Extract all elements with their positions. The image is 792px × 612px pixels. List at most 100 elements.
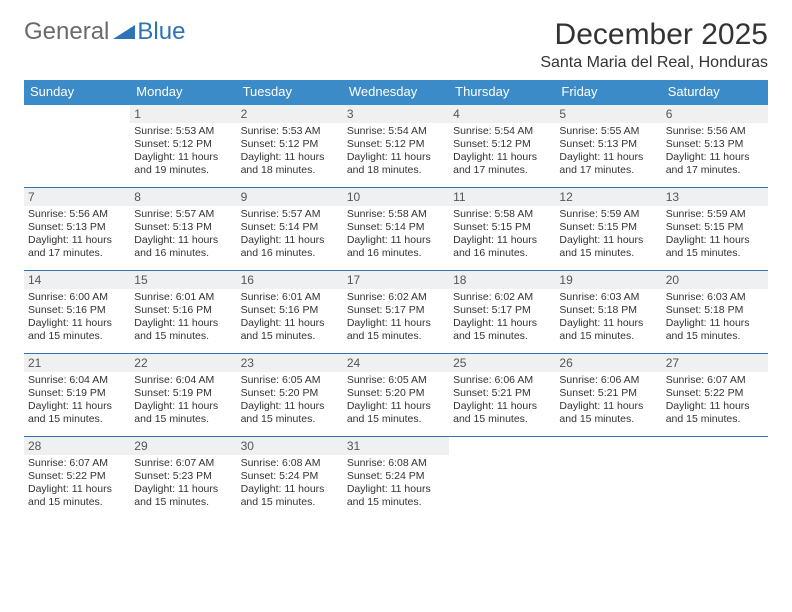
daylight-text: Daylight: 11 hours and 17 minutes. xyxy=(28,234,126,260)
daylight-text: Daylight: 11 hours and 15 minutes. xyxy=(134,400,232,426)
sunrise-text: Sunrise: 6:03 AM xyxy=(666,291,764,304)
sunset-text: Sunset: 5:22 PM xyxy=(28,470,126,483)
sunset-text: Sunset: 5:21 PM xyxy=(559,387,657,400)
day-cell: 29 Sunrise: 6:07 AMSunset: 5:23 PMDayligh… xyxy=(130,437,236,519)
sunset-text: Sunset: 5:23 PM xyxy=(134,470,232,483)
day-cell: 25Sunrise: 6:06 AMSunset: 5:21 PMDayligh… xyxy=(449,354,555,436)
day-info: Sunrise: 6:08 AMSunset: 5:24 PMDaylight:… xyxy=(347,457,445,510)
sunrise-text: Sunrise: 6:05 AM xyxy=(347,374,445,387)
sunrise-text: Sunrise: 5:53 AM xyxy=(241,125,339,138)
day-info: Sunrise: 6:07 AMSunset: 5:23 PMDaylight:… xyxy=(134,457,232,510)
day-cell: 19 Sunrise: 6:03 AMSunset: 5:18 PMDayligh… xyxy=(555,271,661,353)
daylight-text: Daylight: 11 hours and 15 minutes. xyxy=(559,400,657,426)
daylight-text: Daylight: 11 hours and 16 minutes. xyxy=(453,234,551,260)
weekday-header-row: Sunday Monday Tuesday Wednesday Thursday… xyxy=(24,80,768,105)
daylight-text: Daylight: 11 hours and 15 minutes. xyxy=(666,400,764,426)
calendar-page: General Blue December 2025 Santa Maria d… xyxy=(0,0,792,612)
day-info: Sunrise: 6:03 AMSunset: 5:18 PMDaylight:… xyxy=(559,291,657,344)
day-info: Sunrise: 5:58 AMSunset: 5:14 PMDaylight:… xyxy=(347,208,445,261)
sunset-text: Sunset: 5:18 PM xyxy=(666,304,764,317)
daylight-text: Daylight: 11 hours and 15 minutes. xyxy=(559,234,657,260)
sunrise-text: Sunrise: 5:55 AM xyxy=(559,125,657,138)
sunset-text: Sunset: 5:16 PM xyxy=(28,304,126,317)
sunset-text: Sunset: 5:15 PM xyxy=(559,221,657,234)
day-cell: 9Sunrise: 5:57 AMSunset: 5:14 PMDaylight… xyxy=(237,188,343,270)
sunrise-text: Sunrise: 6:07 AM xyxy=(28,457,126,470)
header-bar: General Blue December 2025 Santa Maria d… xyxy=(24,18,768,72)
sunrise-text: Sunrise: 5:58 AM xyxy=(347,208,445,221)
daylight-text: Daylight: 11 hours and 15 minutes. xyxy=(134,483,232,509)
day-number: 15 xyxy=(130,271,236,289)
daylight-text: Daylight: 11 hours and 15 minutes. xyxy=(666,317,764,343)
sunrise-text: Sunrise: 5:57 AM xyxy=(241,208,339,221)
title-block: December 2025 Santa Maria del Real, Hond… xyxy=(540,18,768,72)
sunset-text: Sunset: 5:18 PM xyxy=(559,304,657,317)
day-number: 4 xyxy=(449,105,555,123)
week-row: 28Sunrise: 6:07 AMSunset: 5:22 PMDayligh… xyxy=(24,437,768,519)
daylight-text: Daylight: 11 hours and 15 minutes. xyxy=(453,317,551,343)
day-number: 20 xyxy=(662,271,768,289)
day-number: 16 xyxy=(237,271,343,289)
sunset-text: Sunset: 5:17 PM xyxy=(453,304,551,317)
daylight-text: Daylight: 11 hours and 17 minutes. xyxy=(559,151,657,177)
sunrise-text: Sunrise: 5:57 AM xyxy=(134,208,232,221)
sunrise-text: Sunrise: 6:03 AM xyxy=(559,291,657,304)
daylight-text: Daylight: 11 hours and 18 minutes. xyxy=(241,151,339,177)
day-number: 27 xyxy=(662,354,768,372)
day-number: 22 xyxy=(130,354,236,372)
daylight-text: Daylight: 11 hours and 15 minutes. xyxy=(28,483,126,509)
day-info: Sunrise: 6:07 AMSunset: 5:22 PMDaylight:… xyxy=(666,374,764,427)
sunrise-text: Sunrise: 6:06 AM xyxy=(453,374,551,387)
sunset-text: Sunset: 5:15 PM xyxy=(666,221,764,234)
day-number: 26 xyxy=(555,354,661,372)
day-cell: 12 Sunrise: 5:59 AMSunset: 5:15 PMDayligh… xyxy=(555,188,661,270)
daylight-text: Daylight: 11 hours and 19 minutes. xyxy=(134,151,232,177)
day-number: 6 xyxy=(662,105,768,123)
day-number: 28 xyxy=(24,437,130,455)
sunset-text: Sunset: 5:14 PM xyxy=(347,221,445,234)
day-number: 29 xyxy=(130,437,236,455)
sunset-text: Sunset: 5:14 PM xyxy=(241,221,339,234)
day-number: 18 xyxy=(449,271,555,289)
day-number: 8 xyxy=(130,188,236,206)
daylight-text: Daylight: 11 hours and 15 minutes. xyxy=(347,400,445,426)
day-cell: 0 xyxy=(449,437,555,519)
day-cell: 1Sunrise: 5:53 AMSunset: 5:12 PMDaylight… xyxy=(130,105,236,187)
daylight-text: Daylight: 11 hours and 15 minutes. xyxy=(666,234,764,260)
sunset-text: Sunset: 5:19 PM xyxy=(134,387,232,400)
sunrise-text: Sunrise: 6:07 AM xyxy=(666,374,764,387)
sunset-text: Sunset: 5:20 PM xyxy=(241,387,339,400)
day-info: Sunrise: 5:58 AMSunset: 5:15 PMDaylight:… xyxy=(453,208,551,261)
daylight-text: Daylight: 11 hours and 17 minutes. xyxy=(453,151,551,177)
day-info: Sunrise: 5:57 AMSunset: 5:13 PMDaylight:… xyxy=(134,208,232,261)
day-info: Sunrise: 5:59 AMSunset: 5:15 PMDaylight:… xyxy=(559,208,657,261)
day-info: Sunrise: 6:01 AMSunset: 5:16 PMDaylight:… xyxy=(134,291,232,344)
day-info: Sunrise: 5:53 AMSunset: 5:12 PMDaylight:… xyxy=(134,125,232,178)
sunset-text: Sunset: 5:17 PM xyxy=(347,304,445,317)
sunset-text: Sunset: 5:12 PM xyxy=(241,138,339,151)
sunrise-text: Sunrise: 6:07 AM xyxy=(134,457,232,470)
sunset-text: Sunset: 5:21 PM xyxy=(453,387,551,400)
sunrise-text: Sunrise: 5:54 AM xyxy=(347,125,445,138)
day-cell: 28 Sunrise: 6:07 AMSunset: 5:22 PMDayligh… xyxy=(24,437,130,519)
day-info: Sunrise: 5:54 AMSunset: 5:12 PMDaylight:… xyxy=(453,125,551,178)
day-cell: 14Sunrise: 6:00 AMSunset: 5:16 PMDayligh… xyxy=(24,271,130,353)
day-number: 12 xyxy=(555,188,661,206)
day-number: 21 xyxy=(24,354,130,372)
day-cell: 10Sunrise: 5:58 AMSunset: 5:14 PMDayligh… xyxy=(343,188,449,270)
sunrise-text: Sunrise: 6:02 AM xyxy=(453,291,551,304)
day-cell: 6 Sunrise: 5:56 AMSunset: 5:13 PMDaylight… xyxy=(662,105,768,187)
day-info: Sunrise: 5:56 AMSunset: 5:13 PMDaylight:… xyxy=(666,125,764,178)
day-number: 17 xyxy=(343,271,449,289)
logo-triangle-icon xyxy=(113,18,135,46)
day-cell: 11Sunrise: 5:58 AMSunset: 5:15 PMDayligh… xyxy=(449,188,555,270)
daylight-text: Daylight: 11 hours and 16 minutes. xyxy=(241,234,339,260)
day-info: Sunrise: 5:56 AMSunset: 5:13 PMDaylight:… xyxy=(28,208,126,261)
weekday-header: Thursday xyxy=(449,80,555,105)
day-number: 31 xyxy=(343,437,449,455)
day-number: 19 xyxy=(555,271,661,289)
day-cell: 0 xyxy=(555,437,661,519)
day-cell: 3Sunrise: 5:54 AMSunset: 5:12 PMDaylight… xyxy=(343,105,449,187)
day-cell: 2Sunrise: 5:53 AMSunset: 5:12 PMDaylight… xyxy=(237,105,343,187)
day-cell: 4 Sunrise: 5:54 AMSunset: 5:12 PMDaylight… xyxy=(449,105,555,187)
